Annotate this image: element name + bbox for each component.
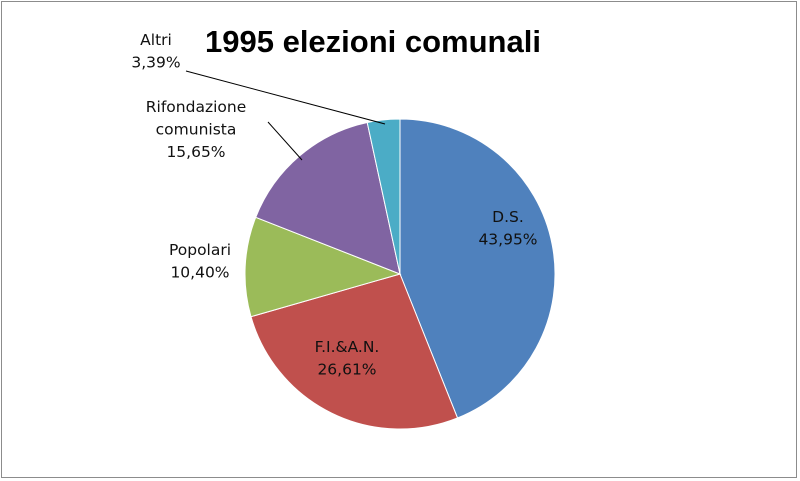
leader-line-rifondazione-comunista (267, 121, 303, 161)
pie-slice-d-s (399, 118, 556, 419)
data-label-altri: Altri 3,39% (131, 31, 180, 71)
data-label-f-i-a-n: F.I.&A.N. 26,61% (315, 338, 380, 378)
pie-slice-rifondazione-comunista (255, 121, 401, 275)
leader-line-altri (185, 70, 386, 125)
pie-slice-f-i-a-n (250, 273, 459, 430)
pie-slice-altri (366, 118, 401, 275)
data-label-d-s: D.S. 43,95% (478, 208, 537, 248)
pie-slice-popolari (244, 216, 402, 318)
data-label-popolari: Popolari 10,40% (169, 241, 231, 281)
chart-title: 1995 elezioni comunali (205, 24, 541, 59)
data-label-rifondazione-comunista: Rifondazione comunista 15,65% (146, 98, 246, 161)
